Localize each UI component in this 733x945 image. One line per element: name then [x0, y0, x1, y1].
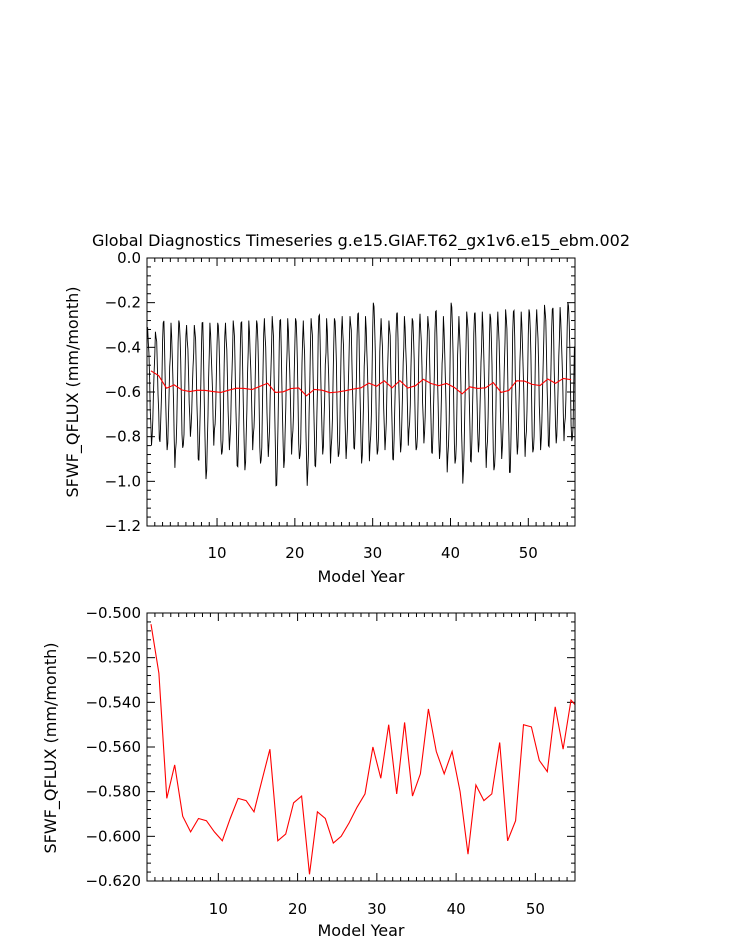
y-tick-label: −0.4: [105, 338, 141, 356]
bottom-chart-frame: [146, 612, 576, 882]
top-y-axis-label: SFWF_QFLUX (mm/month): [63, 286, 83, 497]
y-tick-label: −0.580: [85, 783, 141, 801]
x-tick-label: 20: [288, 900, 307, 918]
y-tick-label: −1.2: [105, 517, 141, 535]
series-line-annual-mean: [150, 370, 572, 397]
top-chart-frame: [146, 257, 576, 527]
x-tick-label: 30: [367, 900, 386, 918]
y-tick-label: −0.8: [105, 428, 141, 446]
y-tick-label: −0.6: [105, 383, 141, 401]
top-x-axis-label: Model Year: [318, 567, 405, 586]
y-tick-label: −0.500: [85, 604, 141, 622]
y-tick-label: −0.540: [85, 693, 141, 711]
y-tick-label: −0.620: [85, 872, 141, 890]
y-tick-label: −0.600: [85, 827, 141, 845]
x-tick-label: 30: [363, 544, 382, 562]
y-tick-label: −1.0: [105, 472, 141, 490]
x-tick-label: 10: [209, 900, 228, 918]
y-tick-label: 0.0: [117, 249, 141, 267]
bottom-x-axis-label: Model Year: [318, 921, 405, 940]
top-chart: Global Diagnostics Timeseries g.e15.GIAF…: [63, 231, 630, 586]
x-tick-label: 50: [519, 544, 538, 562]
y-tick-label: −0.560: [85, 738, 141, 756]
series-line-monthly: [146, 302, 575, 487]
series-line-annual-mean: [150, 624, 576, 875]
x-tick-label: 40: [441, 544, 460, 562]
x-tick-label: 10: [207, 544, 226, 562]
top-chart-ticks: 10 20 30 40 50 0.0 −0.2 −0.4 −0.6 −0.8 −1.0 −1.2: [105, 249, 576, 562]
bottom-chart-ticks: 10 20 30 40 50 −0.500 −0.520 −0.540 −0.560 −0.580…: [85, 604, 576, 918]
bottom-y-axis-label: SFWF_QFLUX (mm/month): [41, 642, 61, 853]
x-tick-label: 40: [447, 900, 466, 918]
bottom-chart-series: [150, 624, 576, 875]
y-tick-label: −0.2: [105, 294, 141, 312]
top-chart-series: [146, 302, 575, 487]
x-tick-label: 20: [285, 544, 304, 562]
chart-title: Global Diagnostics Timeseries g.e15.GIAF…: [92, 231, 630, 251]
bottom-chart: 10 20 30 40 50 −0.500 −0.520 −0.540 −0.560 −0.580…: [41, 604, 576, 940]
y-tick-label: −0.520: [85, 649, 141, 667]
x-tick-label: 50: [526, 900, 545, 918]
